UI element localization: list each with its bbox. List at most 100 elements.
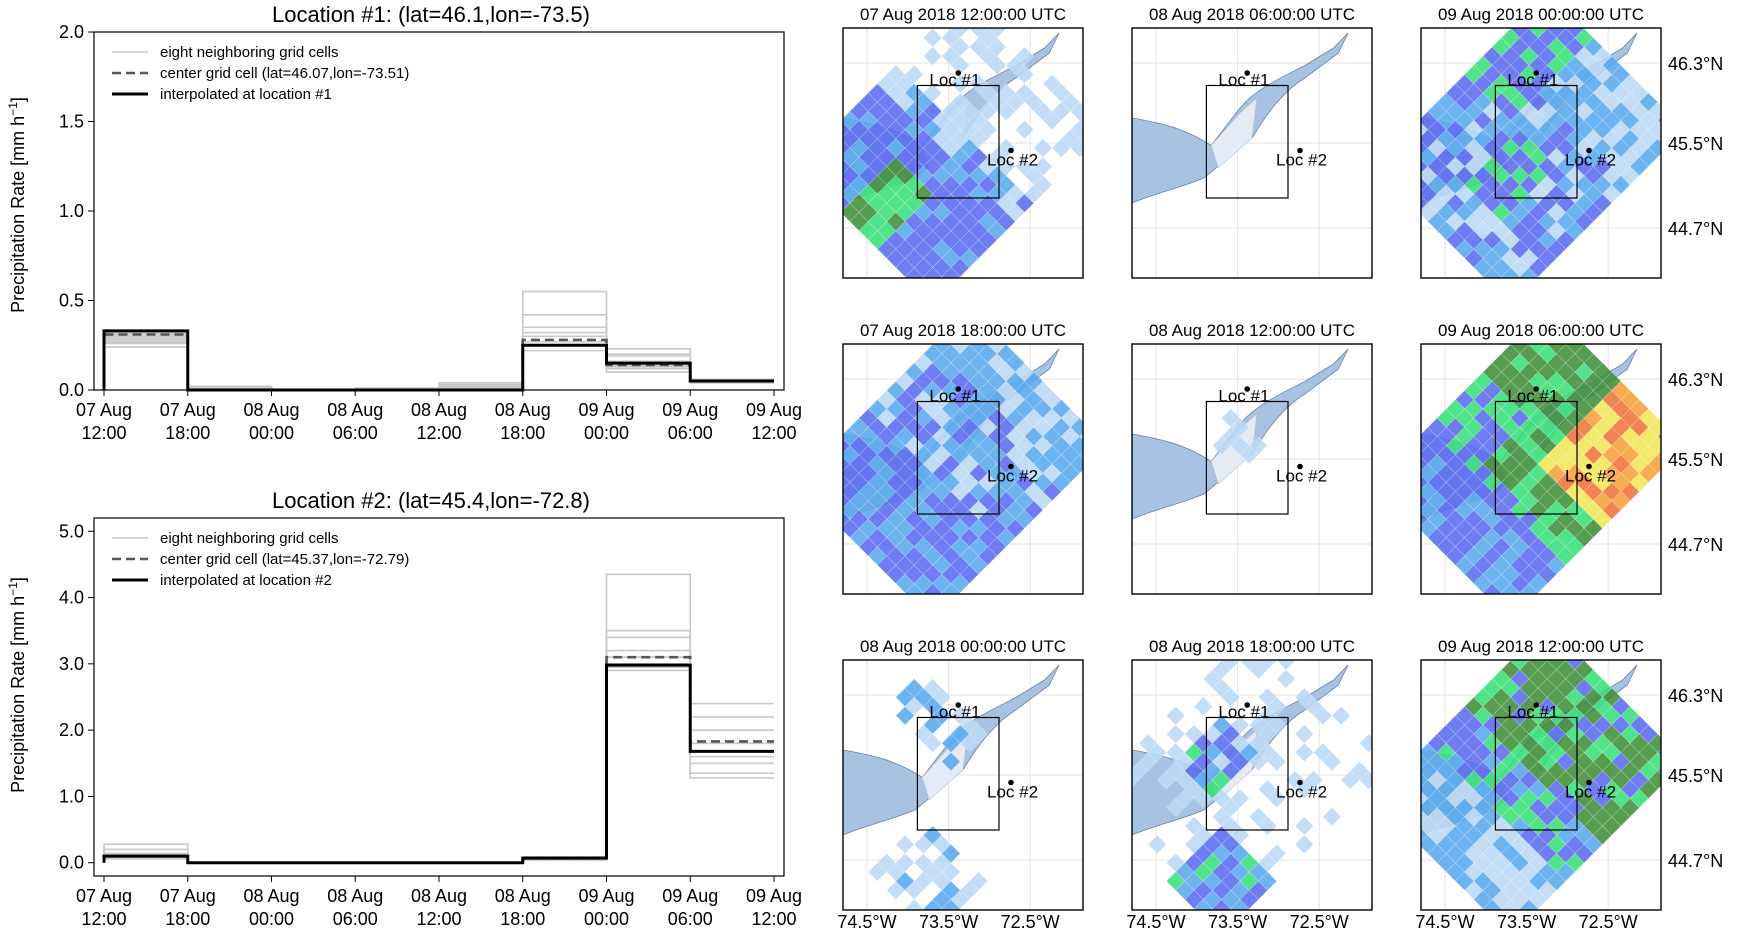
- x-tick-label: 07 Aug: [160, 400, 216, 420]
- precip-cell: [987, 37, 1007, 57]
- precip-cells: [867, 678, 989, 910]
- precip-cell: [822, 501, 840, 519]
- map-title: 08 Aug 2018 00:00:00 UTC: [860, 637, 1066, 656]
- domain-box: [916, 400, 1000, 515]
- precip-cell: [1391, 492, 1409, 510]
- location-1-marker: [1244, 702, 1250, 708]
- precip-cell: [1421, 472, 1429, 492]
- precip-cell: [1313, 706, 1333, 726]
- precip-cells: [1391, 28, 1661, 278]
- precip-cell: [813, 139, 831, 157]
- precip-cell: [1033, 138, 1053, 158]
- legend-label: center grid cell (lat=45.37,lon=-72.79): [160, 551, 409, 568]
- precip-cell: [1391, 789, 1409, 807]
- x-tick-label: 08 Aug: [243, 400, 299, 420]
- precip-cell: [1391, 808, 1409, 826]
- precip-cell: [886, 546, 906, 566]
- precip-cell: [886, 230, 906, 250]
- map-frame: [842, 659, 1084, 911]
- precip-cell: [1212, 715, 1232, 735]
- y-axis-label-close: ]: [8, 577, 28, 582]
- location-2-marker: [1297, 779, 1303, 786]
- x-tick-label: 08 Aug: [411, 886, 467, 906]
- map-title: 09 Aug 2018 06:00:00 UTC: [1438, 321, 1644, 340]
- precip-cell: [1510, 592, 1530, 594]
- island: [1210, 97, 1258, 169]
- precip-cell: [886, 83, 906, 103]
- line-chart-location-2: Location #2: (lat=45.4,lon=-72.8) Precip…: [6, 488, 802, 929]
- x-tick-label: 08 Aug: [495, 886, 551, 906]
- precip-cell: [1014, 120, 1035, 140]
- y-tick-label: 3.0: [59, 654, 84, 674]
- location-2-marker: [1008, 147, 1014, 154]
- precip-cell: [886, 120, 906, 140]
- series-line-neighbor: [103, 314, 774, 391]
- map-content: Loc #1 Loc #2: [795, 344, 1083, 594]
- precip-cell: [923, 733, 943, 753]
- location-2-marker: [1008, 463, 1014, 470]
- longitude-label: 72.5°W: [1001, 912, 1060, 932]
- precip-cell: [987, 55, 1007, 75]
- precip-cell: [987, 202, 1007, 222]
- y-tick-label: 1.5: [59, 112, 84, 132]
- location-1-marker: [955, 70, 961, 76]
- precip-cell: [822, 166, 840, 184]
- location-2-label: Loc #2: [987, 467, 1038, 486]
- precip-cell: [1382, 798, 1400, 816]
- x-tick-label: 00:00: [584, 909, 629, 929]
- location-2-label: Loc #2: [987, 783, 1038, 802]
- precip-cell: [1042, 482, 1062, 502]
- location-1-marker: [1244, 386, 1250, 392]
- precip-cell: [1359, 733, 1372, 753]
- precip-cell: [795, 473, 813, 491]
- precip-cell: [1421, 138, 1429, 158]
- precip-cell: [886, 399, 906, 419]
- location-1-label: Loc #1: [1218, 71, 1269, 90]
- precip-cell: [886, 454, 906, 474]
- map-panel: 08 Aug 2018 12:00:00 UTC Loc #1 Loc #2: [1131, 321, 1373, 595]
- latitude-label: 45.5°N: [1668, 766, 1723, 786]
- precip-cell: [1042, 426, 1062, 446]
- map-panel: 09 Aug 2018 12:00:00 UTC Loc #1 Loc #2: [1382, 637, 1662, 911]
- map-frame: [1131, 27, 1373, 279]
- precip-cell: [1421, 491, 1429, 511]
- precip-cells: [1212, 408, 1268, 465]
- longitude-label: 74.5°W: [837, 912, 896, 932]
- precip-cell: [1391, 139, 1409, 157]
- location-2-marker: [1008, 779, 1014, 786]
- precip-cell: [1267, 696, 1287, 717]
- series-line-neighbor: [103, 290, 774, 391]
- location-1-marker: [1533, 386, 1539, 392]
- precip-cell: [1132, 770, 1140, 790]
- precip-cell: [886, 436, 906, 456]
- precip-cell: [969, 724, 989, 744]
- precip-cell: [1391, 473, 1409, 491]
- precip-cell: [804, 482, 822, 500]
- map-content: Loc #1 Loc #2: [1132, 344, 1372, 594]
- map-content: Loc #1 Loc #2: [1391, 28, 1661, 278]
- precip-cell: [1491, 592, 1511, 594]
- precip-cell: [1620, 110, 1640, 130]
- precip-cell: [913, 276, 933, 278]
- precip-cell: [1491, 276, 1511, 278]
- location-1-label: Loc #1: [1218, 703, 1269, 722]
- precip-cell: [813, 176, 831, 194]
- x-tick-label: 00:00: [249, 423, 294, 443]
- precip-cell: [923, 28, 943, 48]
- precip-cell: [1620, 92, 1640, 112]
- precip-cell: [804, 148, 822, 166]
- location-2-marker: [1586, 463, 1592, 470]
- precip-cell: [1147, 834, 1167, 854]
- precip-cell: [1421, 770, 1429, 790]
- location-1-label: Loc #1: [1218, 387, 1269, 406]
- precip-cell: [923, 46, 943, 66]
- precip-cell: [1147, 742, 1167, 762]
- precip-cell: [996, 156, 1016, 176]
- precip-cell: [1267, 715, 1287, 735]
- y-tick-label: 0.0: [59, 853, 84, 873]
- latitude-label: 44.7°N: [1668, 219, 1723, 239]
- precip-cell: [932, 687, 952, 707]
- location-2-marker: [1586, 779, 1592, 786]
- precip-cell: [822, 148, 840, 166]
- precip-cell: [1014, 46, 1035, 66]
